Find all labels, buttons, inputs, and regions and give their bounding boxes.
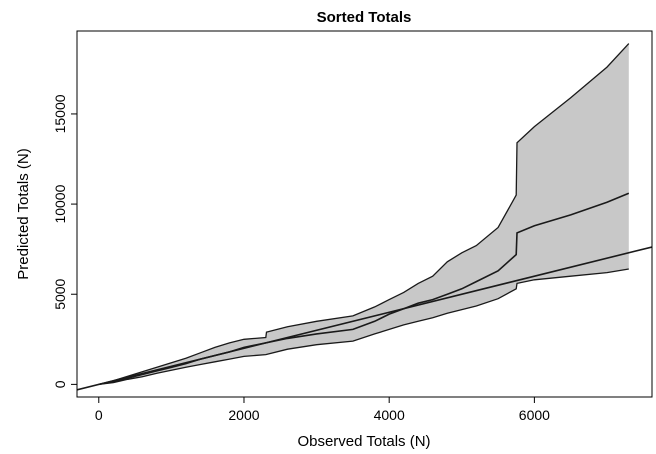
chart-title: Sorted Totals <box>317 9 412 26</box>
reference-line <box>77 246 652 391</box>
y-tick-label: 5000 <box>52 278 68 309</box>
y-tick-label: 10000 <box>52 184 68 223</box>
x-tick-label: 2000 <box>228 407 259 423</box>
x-axis-label: Observed Totals (N) <box>297 433 430 450</box>
x-tick-label: 6000 <box>519 407 550 423</box>
confidence-band <box>98 43 629 385</box>
x-axis: 0 2000 4000 6000 <box>95 397 550 423</box>
upper-bound-line <box>98 43 630 386</box>
lower-bound-line <box>98 268 629 386</box>
y-axis-label: Predicted Totals (N) <box>15 148 32 279</box>
y-axis: 0 5000 10000 15000 <box>52 94 77 388</box>
x-tick-label: 0 <box>95 407 103 423</box>
x-tick-label: 4000 <box>374 407 405 423</box>
plot-frame <box>76 30 653 398</box>
plot-area <box>77 43 652 391</box>
y-tick-label: 0 <box>52 380 68 388</box>
median-line <box>98 192 630 386</box>
y-tick-label: 15000 <box>52 94 68 133</box>
